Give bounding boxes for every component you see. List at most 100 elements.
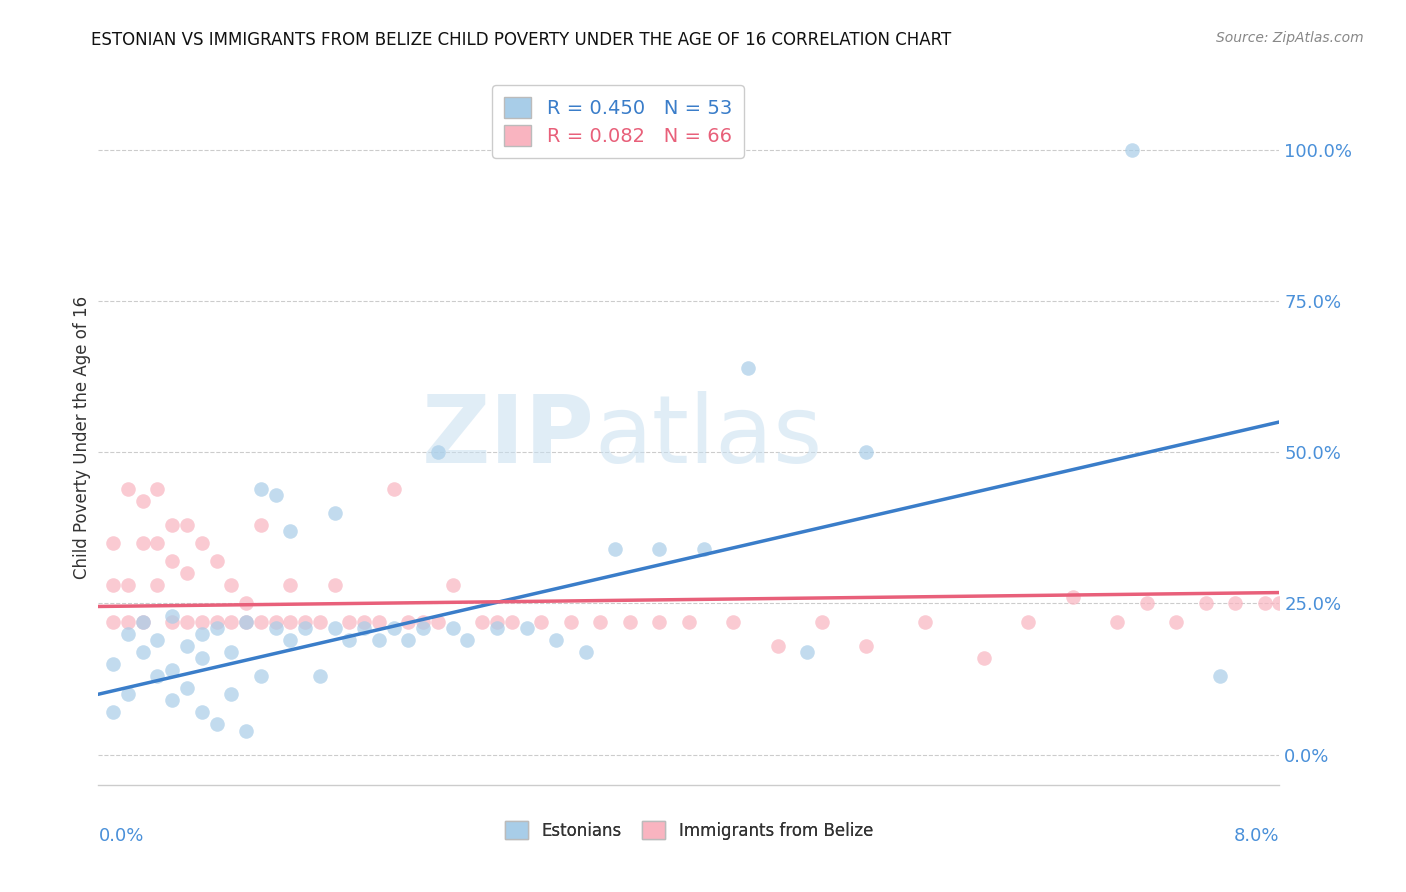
Point bbox=[176, 615, 198, 629]
Point bbox=[235, 615, 257, 629]
Point bbox=[693, 541, 716, 556]
Point bbox=[368, 615, 391, 629]
Point bbox=[737, 360, 759, 375]
Point bbox=[235, 597, 257, 611]
Text: Source: ZipAtlas.com: Source: ZipAtlas.com bbox=[1216, 31, 1364, 45]
Point bbox=[678, 615, 700, 629]
Point bbox=[766, 639, 789, 653]
Text: ZIP: ZIP bbox=[422, 391, 595, 483]
Point bbox=[250, 482, 273, 496]
Point bbox=[235, 723, 257, 738]
Point bbox=[280, 524, 302, 538]
Point bbox=[501, 615, 523, 629]
Point bbox=[648, 615, 671, 629]
Point bbox=[162, 554, 183, 568]
Point bbox=[250, 615, 273, 629]
Point bbox=[191, 706, 214, 720]
Point bbox=[146, 632, 169, 647]
Text: ESTONIAN VS IMMIGRANTS FROM BELIZE CHILD POVERTY UNDER THE AGE OF 16 CORRELATION: ESTONIAN VS IMMIGRANTS FROM BELIZE CHILD… bbox=[91, 31, 952, 49]
Point bbox=[117, 615, 139, 629]
Point bbox=[589, 615, 612, 629]
Point bbox=[973, 651, 995, 665]
Point bbox=[205, 554, 228, 568]
Point bbox=[146, 482, 169, 496]
Point bbox=[250, 517, 273, 532]
Point bbox=[221, 578, 243, 592]
Point bbox=[132, 536, 155, 550]
Point bbox=[162, 517, 183, 532]
Point bbox=[132, 645, 155, 659]
Point bbox=[560, 615, 582, 629]
Point bbox=[398, 615, 420, 629]
Point bbox=[486, 621, 509, 635]
Point bbox=[353, 615, 375, 629]
Point bbox=[162, 693, 183, 707]
Point bbox=[427, 615, 450, 629]
Point bbox=[516, 621, 538, 635]
Point bbox=[855, 445, 877, 459]
Point bbox=[103, 657, 125, 671]
Point bbox=[1062, 591, 1084, 605]
Point bbox=[471, 615, 494, 629]
Point bbox=[412, 615, 434, 629]
Point bbox=[441, 621, 464, 635]
Point bbox=[1254, 597, 1277, 611]
Point bbox=[280, 632, 302, 647]
Point bbox=[382, 482, 405, 496]
Point bbox=[132, 493, 155, 508]
Point bbox=[1209, 669, 1232, 683]
Point bbox=[1107, 615, 1129, 629]
Point bbox=[264, 487, 287, 501]
Point bbox=[796, 645, 818, 659]
Point bbox=[103, 578, 125, 592]
Point bbox=[132, 615, 155, 629]
Point bbox=[191, 536, 214, 550]
Point bbox=[1121, 143, 1143, 157]
Point bbox=[205, 717, 228, 731]
Point bbox=[1268, 597, 1291, 611]
Point bbox=[103, 536, 125, 550]
Point bbox=[132, 615, 155, 629]
Point bbox=[162, 608, 183, 623]
Point bbox=[221, 687, 243, 701]
Point bbox=[486, 615, 509, 629]
Point bbox=[221, 645, 243, 659]
Point bbox=[723, 615, 745, 629]
Point bbox=[575, 645, 598, 659]
Point bbox=[1166, 615, 1188, 629]
Point bbox=[221, 615, 243, 629]
Point bbox=[648, 541, 671, 556]
Point bbox=[117, 578, 139, 592]
Text: 0.0%: 0.0% bbox=[98, 827, 143, 845]
Y-axis label: Child Poverty Under the Age of 16: Child Poverty Under the Age of 16 bbox=[73, 295, 91, 579]
Point bbox=[146, 669, 169, 683]
Point bbox=[146, 578, 169, 592]
Point bbox=[176, 681, 198, 695]
Point bbox=[294, 615, 316, 629]
Point bbox=[811, 615, 834, 629]
Point bbox=[176, 639, 198, 653]
Point bbox=[323, 506, 346, 520]
Text: atlas: atlas bbox=[595, 391, 823, 483]
Point bbox=[235, 615, 257, 629]
Point bbox=[914, 615, 936, 629]
Point bbox=[162, 663, 183, 677]
Legend: Estonians, Immigrants from Belize: Estonians, Immigrants from Belize bbox=[498, 814, 880, 847]
Point bbox=[117, 687, 139, 701]
Point bbox=[368, 632, 391, 647]
Point bbox=[323, 578, 346, 592]
Point bbox=[205, 621, 228, 635]
Point bbox=[264, 615, 287, 629]
Point bbox=[162, 615, 183, 629]
Point bbox=[250, 669, 273, 683]
Point bbox=[605, 541, 627, 556]
Point bbox=[1225, 597, 1247, 611]
Point bbox=[427, 445, 450, 459]
Text: 8.0%: 8.0% bbox=[1234, 827, 1279, 845]
Point bbox=[191, 626, 214, 640]
Point bbox=[280, 578, 302, 592]
Point bbox=[382, 621, 405, 635]
Point bbox=[280, 615, 302, 629]
Point bbox=[103, 615, 125, 629]
Point bbox=[353, 621, 375, 635]
